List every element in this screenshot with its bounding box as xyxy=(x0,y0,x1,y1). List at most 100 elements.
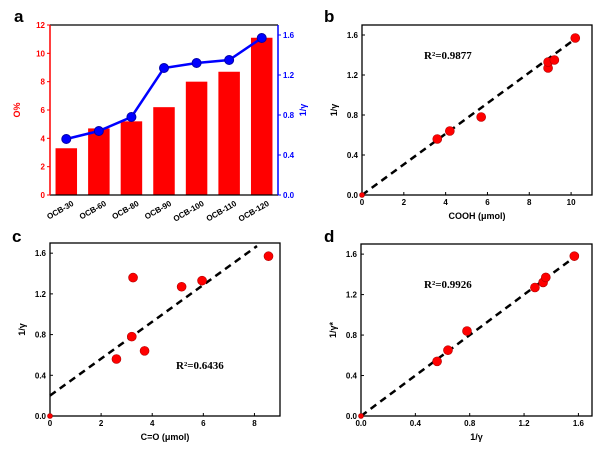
data-point xyxy=(47,413,53,419)
line-point-OCB-100 xyxy=(191,58,202,68)
line-point-OCB-90 xyxy=(159,63,169,73)
y-tick-label: 1.2 xyxy=(347,71,359,80)
line-point-OCB-80 xyxy=(126,112,137,122)
y-tick-label: 4 xyxy=(41,134,46,143)
x-tick-label: OCB-60 xyxy=(78,199,108,222)
data-point xyxy=(570,33,581,43)
y-tick-label: 8 xyxy=(41,78,46,87)
data-point xyxy=(128,272,138,283)
x-tick-label: 0.0 xyxy=(355,419,367,428)
data-point xyxy=(139,346,150,356)
data-point xyxy=(111,354,122,364)
fit-line xyxy=(49,245,258,397)
x-axis-label: COOH (μmol) xyxy=(448,211,505,221)
panel-b: b 0 2 4 6 8 10 0.0 0.4 0.8 1.2 1.6 COOH (μmol) 1/γ R²=… xyxy=(324,7,593,221)
bar-OCB-80 xyxy=(120,121,143,195)
data-point xyxy=(549,55,560,65)
y-axis-label: 1/γ* xyxy=(328,321,338,338)
r-squared-annotation: R²=0.9926 xyxy=(424,279,472,291)
x-tick-label: 0.4 xyxy=(410,419,422,428)
y-axis-label: O% xyxy=(12,102,22,117)
x-tick-label: OCB-120 xyxy=(237,199,271,224)
data-point xyxy=(263,251,274,262)
x-tick-label: OCB-90 xyxy=(143,199,173,222)
y2-axis-label: 1/γ xyxy=(298,104,308,117)
y-tick-label: 0.0 xyxy=(347,191,359,200)
plot-frame xyxy=(49,242,281,417)
x-tick-label: 6 xyxy=(485,198,490,207)
y-tick-label: 10 xyxy=(36,49,45,58)
data-point xyxy=(462,326,472,336)
y-tick-label: 12 xyxy=(36,21,45,30)
x-tick-label: 4 xyxy=(150,419,155,428)
x-tick-label: 1.6 xyxy=(573,419,585,428)
x-tick-label: 0 xyxy=(48,419,53,428)
bar-OCB-100 xyxy=(185,81,208,195)
fit-line xyxy=(360,253,580,418)
bar-OCB-110 xyxy=(218,71,240,195)
x-tick-label: 8 xyxy=(527,198,532,207)
data-point xyxy=(432,134,443,144)
y-tick-label: 0 xyxy=(41,191,46,200)
r-squared-annotation: R²=0.9877 xyxy=(424,50,472,62)
y-tick-label: 1.6 xyxy=(35,249,47,258)
y-tick-label: 0.0 xyxy=(346,412,358,421)
y-tick-label: 0.4 xyxy=(346,372,358,381)
y-tick-label: 0.8 xyxy=(347,111,359,120)
y-tick-label: 1.2 xyxy=(346,291,358,300)
y2-tick-label: 0.4 xyxy=(283,151,295,160)
r-squared-annotation: R²=0.6436 xyxy=(176,360,224,372)
x-tick-label: OCB-110 xyxy=(205,199,239,224)
x-tick-label: 1.2 xyxy=(518,419,530,428)
y-axis-label: 1/γ xyxy=(329,104,339,117)
x-tick-label: 2 xyxy=(99,419,104,428)
y-tick-label: 2 xyxy=(41,163,46,172)
x-tick-label: 10 xyxy=(567,198,576,207)
x-tick-label: OCB-100 xyxy=(172,199,206,224)
data-point xyxy=(432,356,442,367)
line-point-OCB-30 xyxy=(61,134,72,144)
data-point xyxy=(569,251,580,261)
x-tick-label: OCB-30 xyxy=(45,199,75,222)
y-tick-label: 1.2 xyxy=(35,290,47,299)
bar-OCB-60 xyxy=(88,128,110,195)
x-tick-label: 6 xyxy=(201,419,206,428)
y-tick-label: 0.4 xyxy=(35,371,47,380)
panel-label: c xyxy=(12,227,21,246)
data-point xyxy=(358,413,364,419)
panel-c: c 0 2 4 6 8 0.0 0.4 0.8 1.2 1.6 C=O (μmol) 1/γ R²=0.6… xyxy=(12,227,281,442)
x-tick-label: OCB-80 xyxy=(111,199,141,222)
x-tick-label: 4 xyxy=(443,198,448,207)
panel-label: b xyxy=(324,7,334,26)
y-tick-label: 0.0 xyxy=(35,412,47,421)
panel-label: d xyxy=(324,227,334,246)
data-point xyxy=(530,282,540,293)
data-point xyxy=(443,345,453,356)
x-tick-label: 0 xyxy=(360,198,365,207)
plot-frame xyxy=(361,24,593,196)
data-point xyxy=(197,275,207,286)
x-axis-label: 1/γ xyxy=(470,432,483,442)
y-tick-label: 0.8 xyxy=(35,331,47,340)
y-tick-label: 0.4 xyxy=(347,151,359,160)
data-point xyxy=(540,272,551,283)
x-axis-label: C=O (μmol) xyxy=(141,432,190,442)
data-point xyxy=(445,126,455,136)
panel-label: a xyxy=(14,7,24,26)
y2-tick-label: 0.0 xyxy=(283,191,295,200)
y-tick-label: 6 xyxy=(41,106,46,115)
panel-d: d 0.0 0.4 0.8 1.2 1.6 0.0 0.4 0.8 1.2 1.6 1/γ 1/γ* R²… xyxy=(324,227,593,442)
bar-OCB-90 xyxy=(153,107,175,195)
bar-OCB-30 xyxy=(55,148,78,195)
data-point xyxy=(176,281,187,292)
y2-tick-label: 1.6 xyxy=(283,31,295,40)
y-tick-label: 0.8 xyxy=(346,331,358,340)
y-axis-label: 1/γ xyxy=(17,323,27,336)
line-point-OCB-120 xyxy=(256,33,267,43)
fit-line xyxy=(361,40,572,197)
data-point xyxy=(359,192,365,198)
line-point-OCB-110 xyxy=(224,55,235,65)
x-tick-label: 2 xyxy=(402,198,407,207)
y2-tick-label: 0.8 xyxy=(283,111,295,120)
